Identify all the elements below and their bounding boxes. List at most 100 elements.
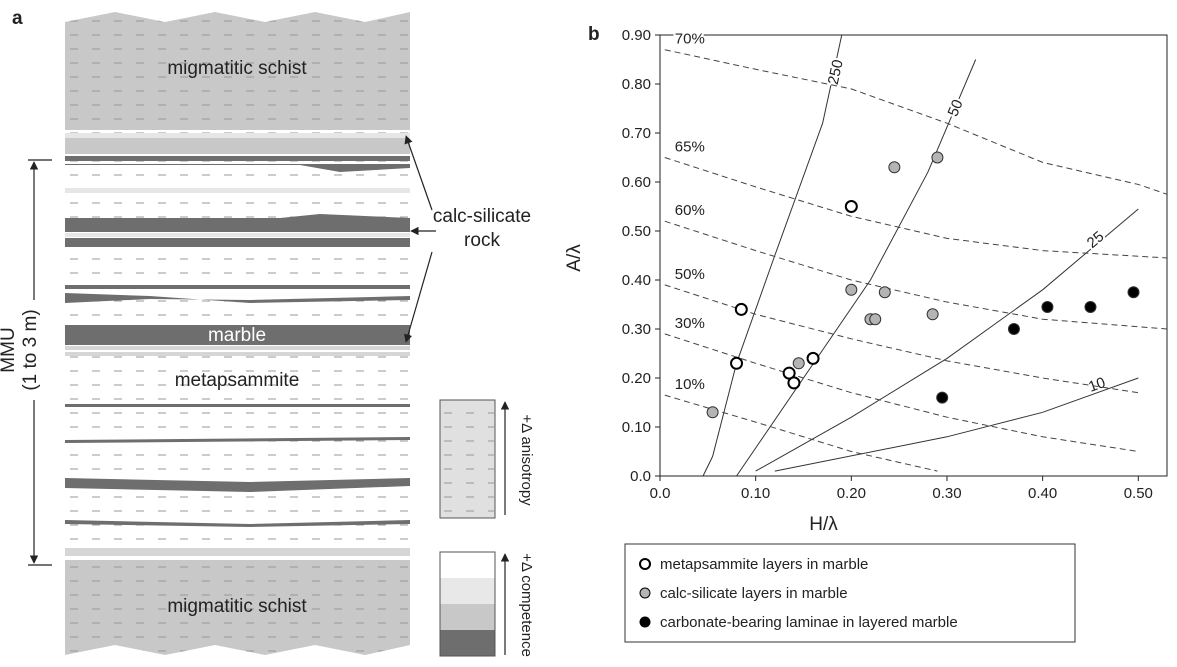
data-point [734, 302, 748, 316]
key-label: +Δ anisotropy [518, 414, 535, 506]
ratio-contour [664, 157, 1168, 259]
layer [65, 346, 410, 350]
ratio-contour [664, 284, 1139, 394]
legend-marker [639, 616, 651, 628]
data-point [931, 151, 944, 164]
layer [65, 133, 410, 138]
data-point [936, 391, 949, 404]
layer [65, 188, 410, 193]
data-point [1127, 286, 1140, 299]
competence-swatch [440, 552, 495, 578]
amplification-contour [702, 34, 843, 477]
layer [65, 138, 410, 154]
anisotropy-texture [440, 400, 495, 518]
callout: calc-silicate [433, 206, 531, 227]
data-point [869, 313, 882, 326]
data-point [845, 283, 858, 296]
marble-layer [65, 325, 410, 345]
legend-box [624, 543, 1076, 643]
schist-texture [65, 12, 410, 130]
data-point [1084, 300, 1097, 313]
layer [65, 478, 410, 492]
amplification-contour [755, 208, 1139, 472]
contour-label: 10 [1086, 374, 1107, 396]
panel-a: a migmatitic schist migmatitic schist ma… [0, 8, 535, 657]
amplification-contour [774, 377, 1139, 472]
panel-label: b [588, 24, 600, 45]
layer [65, 548, 410, 556]
panel-label: a [12, 8, 23, 29]
data-point [1007, 323, 1020, 335]
contour-label: 10% [675, 376, 705, 393]
unit-label: marble [208, 325, 266, 346]
legend-label: metapsammite layers in marble [660, 556, 868, 573]
y-tick-label: 0.60 [622, 174, 651, 191]
layer [65, 164, 410, 172]
contour-label: 50% [675, 266, 705, 283]
schist-texture [65, 560, 410, 655]
y-tick-label: 0.40 [622, 272, 651, 289]
data-point [706, 406, 719, 419]
data-point [926, 308, 939, 321]
ratio-contour [664, 333, 1139, 452]
x-tick-label: 0.40 [1028, 485, 1057, 502]
y-tick-label: 0.70 [622, 125, 651, 142]
competence-frame [439, 551, 496, 657]
layer [65, 520, 410, 527]
y-tick-label: 0.50 [622, 223, 651, 240]
layer [65, 238, 410, 247]
data-point [792, 357, 805, 370]
y-tick-label: 0.10 [622, 419, 651, 436]
contour-label: 50 [945, 97, 967, 119]
data-point [806, 351, 820, 365]
key-label: +Δ competence [518, 553, 535, 657]
layer [65, 352, 410, 356]
x-tick-label: 0.30 [932, 485, 961, 502]
ratio-contour [664, 394, 938, 472]
layer [65, 285, 410, 289]
y-tick-label: 0.80 [622, 76, 651, 93]
layer [65, 404, 410, 407]
data-point [1041, 300, 1054, 313]
data-point [878, 286, 891, 299]
layer [65, 233, 410, 237]
layer [65, 437, 410, 443]
ratio-contour [664, 49, 1168, 195]
data-point [730, 356, 744, 370]
legend-marker [639, 558, 651, 570]
layer [65, 293, 410, 303]
y-axis-title: A/λ [564, 244, 585, 272]
y-tick-label: 0.90 [622, 27, 651, 44]
contour-label: 70% [675, 31, 705, 48]
contour-label: 60% [675, 202, 705, 219]
data-point [888, 161, 901, 174]
callout-arrows [28, 135, 510, 655]
x-tick-label: 0.0 [650, 485, 671, 502]
unit-label: metapsammite [175, 370, 300, 391]
competence-swatch [440, 630, 495, 656]
mmu-label: MMU [0, 327, 19, 372]
y-tick-label: 0.0 [630, 468, 651, 485]
y-tick-label: 0.30 [622, 321, 651, 338]
mmu-label: (1 to 3 m) [20, 309, 41, 390]
callout: rock [464, 230, 500, 251]
legend-label: calc-silicate layers in marble [660, 585, 848, 602]
competence-swatch [440, 604, 495, 630]
unit-label: migmatitic schist [167, 58, 307, 79]
contour-label: 250 [825, 58, 847, 86]
legend-marker [639, 587, 651, 599]
contour-label: 65% [675, 139, 705, 156]
data-point [844, 200, 858, 213]
layer [65, 156, 410, 161]
x-tick-label: 0.50 [1124, 485, 1153, 502]
panel-b: b H/λ A/λ 0.0 0.10 0.20 0.30 0.40 0.50 0.0 0.10… [564, 24, 1168, 643]
legend-label: carbonate-bearing laminae in layered mar… [660, 614, 958, 631]
competence-swatch [440, 578, 495, 604]
x-tick-label: 0.10 [741, 485, 770, 502]
layer [65, 214, 410, 232]
ratio-contour [664, 220, 1168, 330]
plot-frame [659, 34, 1168, 477]
amplification-contour [736, 59, 977, 477]
